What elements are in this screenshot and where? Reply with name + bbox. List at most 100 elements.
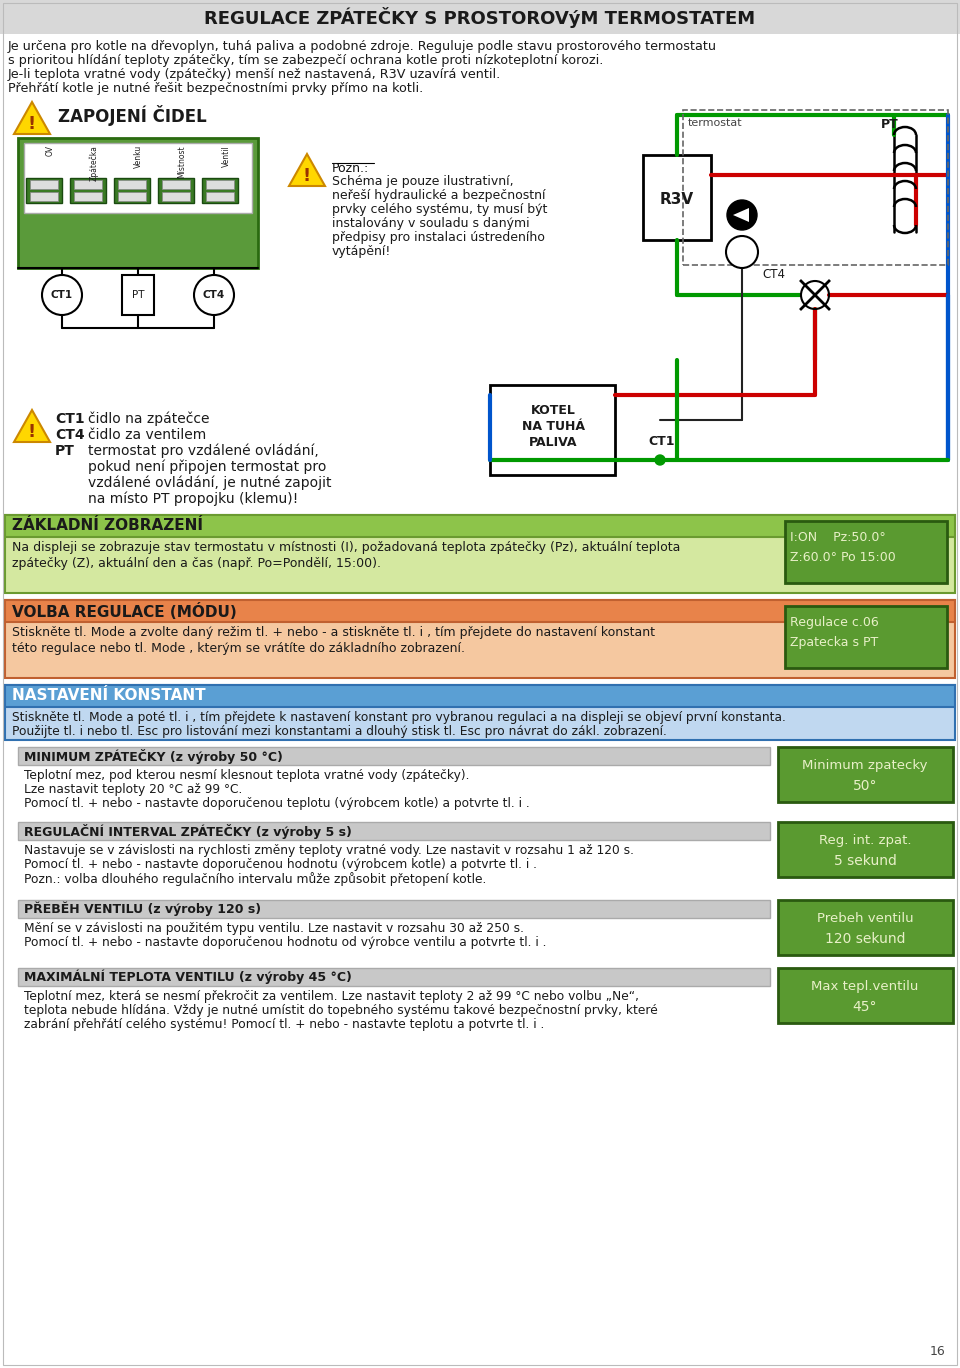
Bar bbox=[158, 178, 194, 202]
Text: Regulace c.06: Regulace c.06 bbox=[790, 616, 878, 629]
Bar bbox=[18, 822, 770, 840]
Text: CT1: CT1 bbox=[55, 412, 84, 425]
Text: Minimum zpatecky: Minimum zpatecky bbox=[803, 759, 927, 772]
Text: Reg. int. zpat.: Reg. int. zpat. bbox=[819, 834, 911, 847]
Text: !: ! bbox=[28, 423, 36, 440]
Text: termostat pro vzdálené ovládání,: termostat pro vzdálené ovládání, bbox=[88, 445, 319, 458]
Text: Pomocí tl. + nebo - nastavte doporučenou hodnotu (výrobcem kotle) a potvrte tl. : Pomocí tl. + nebo - nastavte doporučenou… bbox=[24, 858, 537, 871]
Bar bbox=[18, 138, 258, 268]
Text: CT1: CT1 bbox=[648, 435, 675, 447]
Text: Nastavuje se v závislosti na rychlosti změny teploty vratné vody. Lze nastavit v: Nastavuje se v závislosti na rychlosti z… bbox=[24, 844, 634, 856]
Text: pokud není připojen termostat pro: pokud není připojen termostat pro bbox=[88, 460, 326, 475]
Text: MINIMUM ZPÁTEČKY (z výroby 50 °C): MINIMUM ZPÁTEČKY (z výroby 50 °C) bbox=[24, 750, 283, 763]
Text: Použijte tl. i nebo tl. Esc pro listování mezi konstantami a dlouhý stisk tl. Es: Použijte tl. i nebo tl. Esc pro listován… bbox=[12, 725, 667, 737]
Text: Přehřátí kotle je nutné řešit bezpečnostními prvky přímo na kotli.: Přehřátí kotle je nutné řešit bezpečnost… bbox=[8, 82, 423, 94]
Text: čidlo na zpátečce: čidlo na zpátečce bbox=[88, 412, 209, 427]
Bar bbox=[70, 178, 106, 202]
Text: 16: 16 bbox=[929, 1345, 945, 1358]
Bar bbox=[30, 192, 58, 201]
Text: 120 sekund: 120 sekund bbox=[825, 932, 905, 947]
Text: 50°: 50° bbox=[852, 778, 877, 793]
Text: R3V: R3V bbox=[660, 193, 694, 208]
Bar bbox=[778, 969, 953, 1023]
Text: CT4: CT4 bbox=[762, 268, 785, 280]
Bar bbox=[74, 192, 102, 201]
Circle shape bbox=[655, 456, 665, 465]
Text: Schéma je pouze ilustrativní,: Schéma je pouze ilustrativní, bbox=[332, 175, 514, 187]
Text: Pomocí tl. + nebo - nastavte doporučenou teplotu (výrobcem kotle) a potvrte tl. : Pomocí tl. + nebo - nastavte doporučenou… bbox=[24, 798, 530, 810]
Text: !: ! bbox=[303, 167, 311, 185]
Text: Na displeji se zobrazuje stav termostatu v místnosti (I), požadovaná teplota zpá: Na displeji se zobrazuje stav termostatu… bbox=[12, 540, 681, 554]
Text: PT: PT bbox=[881, 118, 899, 131]
Text: ZÁKLADNÍ ZOBRAZENÍ: ZÁKLADNÍ ZOBRAZENÍ bbox=[12, 518, 203, 534]
Bar bbox=[785, 606, 947, 668]
Text: !: ! bbox=[28, 115, 36, 133]
Text: NASTAVENÍ KONSTANT: NASTAVENÍ KONSTANT bbox=[12, 688, 205, 703]
Text: MAXIMÁLNÍ TEPLOTA VENTILU (z výroby 45 °C): MAXIMÁLNÍ TEPLOTA VENTILU (z výroby 45 °… bbox=[24, 970, 352, 985]
Bar bbox=[5, 601, 955, 622]
Bar bbox=[206, 181, 234, 189]
Bar bbox=[778, 747, 953, 802]
Bar bbox=[643, 155, 711, 239]
Text: 5 sekund: 5 sekund bbox=[833, 854, 897, 869]
Bar bbox=[162, 192, 190, 201]
Text: na místo PT propojku (klemu)!: na místo PT propojku (klemu)! bbox=[88, 492, 299, 506]
Circle shape bbox=[726, 237, 758, 268]
Text: předpisy pro instalaci ústredeního: předpisy pro instalaci ústredeního bbox=[332, 231, 545, 244]
Bar bbox=[5, 514, 955, 538]
Text: REGULAČNÍ INTERVAL ZPÁTEČKY (z výroby 5 s): REGULAČNÍ INTERVAL ZPÁTEČKY (z výroby 5 … bbox=[24, 824, 352, 839]
Text: čidlo za ventilem: čidlo za ventilem bbox=[88, 428, 206, 442]
Text: REGULACE ZPÁTEČKY S PROSTOROVýM TERMOSTATEM: REGULACE ZPÁTEČKY S PROSTOROVýM TERMOSTA… bbox=[204, 7, 756, 27]
Bar bbox=[18, 900, 770, 918]
Text: s prioritou hlídání teploty zpátečky, tím se zabezpečí ochrana kotle proti nízko: s prioritou hlídání teploty zpátečky, tí… bbox=[8, 53, 604, 67]
Text: Zpátečka: Zpátečka bbox=[89, 145, 99, 181]
Text: Místnost: Místnost bbox=[178, 145, 186, 178]
Text: CT4: CT4 bbox=[203, 290, 226, 300]
Text: Venku: Venku bbox=[133, 145, 142, 168]
Bar bbox=[206, 192, 234, 201]
Text: 45°: 45° bbox=[852, 1000, 877, 1014]
Text: vzdálené ovládání, je nutné zapojit: vzdálené ovládání, je nutné zapojit bbox=[88, 476, 331, 491]
Text: zpátečky (Z), aktuální den a čas (např. Po=Pondělí, 15:00).: zpátečky (Z), aktuální den a čas (např. … bbox=[12, 557, 381, 570]
Text: termostat: termostat bbox=[688, 118, 743, 129]
Text: PT: PT bbox=[55, 445, 75, 458]
Text: NA TUHÁ: NA TUHÁ bbox=[521, 420, 585, 432]
Bar bbox=[24, 144, 252, 213]
Bar bbox=[778, 822, 953, 877]
Text: CT1: CT1 bbox=[51, 290, 73, 300]
Text: CT4: CT4 bbox=[55, 428, 84, 442]
Bar bbox=[490, 384, 615, 475]
Text: vytápění!: vytápění! bbox=[332, 245, 392, 259]
Bar bbox=[683, 109, 948, 265]
Text: instalovány v souladu s danými: instalovány v souladu s danými bbox=[332, 218, 530, 230]
Bar bbox=[5, 514, 955, 592]
Text: Pozn.: volba dlouhého regulačního intervalu může způsobit přetopení kotle.: Pozn.: volba dlouhého regulačního interv… bbox=[24, 871, 487, 886]
Bar bbox=[118, 192, 146, 201]
Text: Lze nastavit teploty 20 °C až 99 °C.: Lze nastavit teploty 20 °C až 99 °C. bbox=[24, 782, 242, 796]
Text: PT: PT bbox=[132, 290, 144, 300]
Bar bbox=[18, 747, 770, 765]
Bar bbox=[785, 521, 947, 583]
Text: této regulace nebo tl. Mode , kterým se vrátíte do základního zobrazení.: této regulace nebo tl. Mode , kterým se … bbox=[12, 642, 465, 655]
Text: Stiskněte tl. Mode a zvolte daný režim tl. + nebo - a stiskněte tl. i , tím přej: Stiskněte tl. Mode a zvolte daný režim t… bbox=[12, 627, 655, 639]
Text: Teplotní mez, pod kterou nesmí klesnout teplota vratné vody (zpátečky).: Teplotní mez, pod kterou nesmí klesnout … bbox=[24, 769, 469, 782]
Circle shape bbox=[42, 275, 82, 315]
Polygon shape bbox=[14, 103, 50, 134]
Text: OV: OV bbox=[45, 145, 55, 156]
Bar bbox=[30, 181, 58, 189]
Bar bbox=[114, 178, 150, 202]
Text: PŘEBĚH VENTILU (z výroby 120 s): PŘEBĚH VENTILU (z výroby 120 s) bbox=[24, 902, 261, 917]
Text: zabrání přehřátí celého systému! Pomocí tl. + nebo - nastavte teplotu a potvrte : zabrání přehřátí celého systému! Pomocí … bbox=[24, 1018, 544, 1031]
Text: Max tepl.ventilu: Max tepl.ventilu bbox=[811, 979, 919, 993]
Bar bbox=[5, 601, 955, 679]
Bar bbox=[5, 685, 955, 707]
Text: KOTEL: KOTEL bbox=[531, 404, 575, 416]
Polygon shape bbox=[14, 410, 50, 442]
Polygon shape bbox=[733, 208, 749, 222]
Text: Je určena pro kotle na dřevoplyn, tuhá paliva a podobné zdroje. Reguluje podle s: Je určena pro kotle na dřevoplyn, tuhá p… bbox=[8, 40, 717, 53]
Bar bbox=[118, 181, 146, 189]
Circle shape bbox=[194, 275, 234, 315]
Text: Mění se v závislosti na použitém typu ventilu. Lze nastavit v rozsahu 30 až 250 : Mění se v závislosti na použitém typu ve… bbox=[24, 922, 524, 934]
Text: PALIVA: PALIVA bbox=[529, 435, 577, 449]
Text: neřeší hydraulické a bezpečnostní: neřeší hydraulické a bezpečnostní bbox=[332, 189, 545, 202]
